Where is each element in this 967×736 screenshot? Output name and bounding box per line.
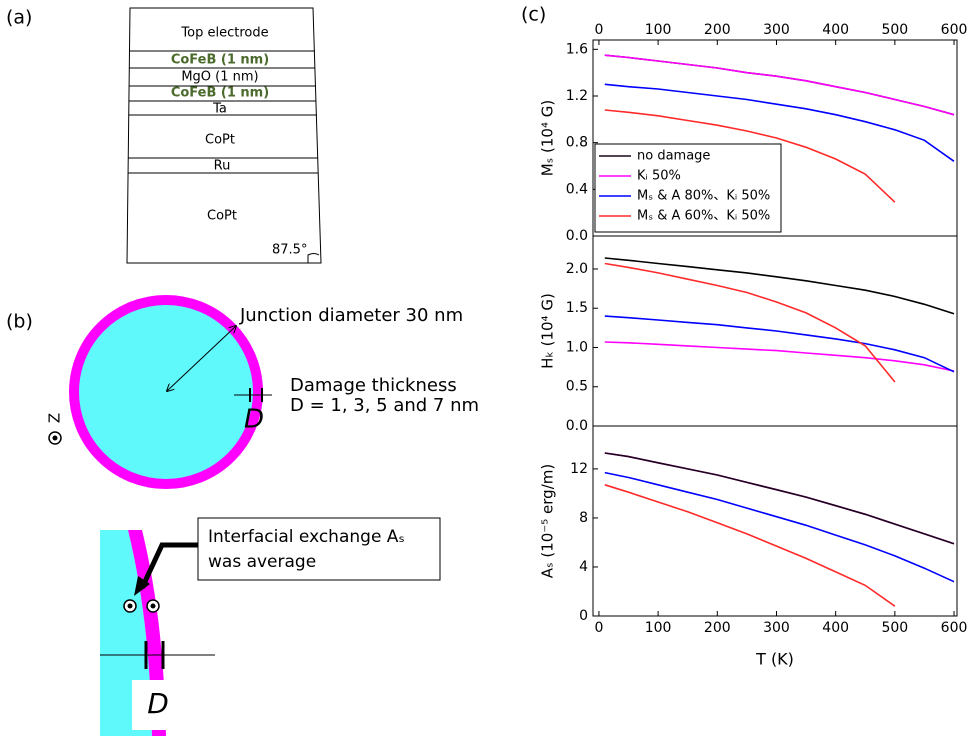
y-tick-label: 1.0 xyxy=(566,339,588,355)
legend-label: Mₛ & A 80%、Kᵢ 50% xyxy=(637,189,770,204)
data-line xyxy=(604,262,896,383)
z-label: Z xyxy=(46,413,64,423)
layer-label: CoPt xyxy=(205,133,235,148)
data-line xyxy=(604,83,955,162)
x-axis-label: T (K) xyxy=(755,650,794,669)
x-tick-label: 600 xyxy=(941,620,967,636)
x-tick-label: 100 xyxy=(645,22,672,38)
zoom-view: Interfacial exchange Aₛ was average D xyxy=(100,517,441,736)
x-tick-label: 200 xyxy=(704,22,731,38)
x-tick-label: 100 xyxy=(645,620,672,636)
x-tick-label: 600 xyxy=(941,22,967,38)
data-line xyxy=(604,54,955,116)
y-tick-label: 1.2 xyxy=(566,88,588,104)
layer-label: CoFeB (1 nm) xyxy=(171,53,269,68)
layer-stack: Top electrode CoFeB (1 nm) MgO (1 nm) Co… xyxy=(126,7,322,264)
x-tick-label: 300 xyxy=(763,620,790,636)
x-tick-label: 500 xyxy=(881,620,908,636)
damage-values: D = 1, 3, 5 and 7 nm xyxy=(290,395,479,416)
diameter-label: Junction diameter 30 nm xyxy=(239,305,463,326)
d-symbol: D xyxy=(147,687,169,720)
y-axis-label: Hₖ (10⁴ G) xyxy=(539,293,557,369)
data-line xyxy=(604,109,896,203)
y-tick-label: 0 xyxy=(579,608,588,624)
panel-label: (b) xyxy=(6,311,33,333)
data-line xyxy=(604,54,955,116)
x-tick-label: 200 xyxy=(704,620,731,636)
angle-label: 87.5° xyxy=(272,243,307,258)
data-line xyxy=(604,484,896,607)
layer-label: Top electrode xyxy=(180,26,268,41)
d-symbol: D xyxy=(244,405,264,435)
y-tick-label: 12 xyxy=(570,461,588,477)
legend-label: Mₛ & A 60%、Kᵢ 50% xyxy=(637,209,770,224)
y-tick-label: 4 xyxy=(579,559,588,575)
y-tick-label: 1.6 xyxy=(566,41,588,57)
x-tick-label: 0 xyxy=(594,620,603,636)
note-text: was average xyxy=(208,552,316,572)
layer-label: MgO (1 nm) xyxy=(181,70,258,85)
panel-label: (a) xyxy=(6,7,32,29)
legend-label: Kᵢ 50% xyxy=(637,169,681,184)
x-tick-label: 400 xyxy=(822,22,849,38)
x-tick-label: 300 xyxy=(763,22,790,38)
x-tick-label: 500 xyxy=(881,22,908,38)
y-tick-label: 0.0 xyxy=(566,418,588,434)
y-tick-label: 0.5 xyxy=(566,379,588,395)
layer-label: Ru xyxy=(214,159,231,174)
damage-label: Damage thickness xyxy=(290,375,457,396)
y-tick-label: 2.0 xyxy=(566,261,588,277)
y-tick-label: 1.5 xyxy=(566,300,588,316)
y-tick-label: 0.0 xyxy=(566,228,588,244)
y-tick-label: 0.4 xyxy=(566,181,588,197)
layer-label: Ta xyxy=(212,102,227,117)
panel-label: (c) xyxy=(521,4,546,26)
data-line xyxy=(604,452,955,545)
data-line xyxy=(604,471,955,583)
layer-label: CoPt xyxy=(207,209,237,224)
y-axis-label: Mₛ (10⁴ G) xyxy=(539,100,557,177)
plot-frame xyxy=(592,425,958,617)
x-tick-label: 400 xyxy=(822,620,849,636)
data-line xyxy=(604,257,955,315)
legend-label: no damage xyxy=(637,149,710,164)
y-axis-label: Aₛ (10⁻⁵ erg/m) xyxy=(539,464,557,578)
x-tick-label: 0 xyxy=(594,22,603,38)
data-line xyxy=(604,341,955,372)
y-tick-label: 0.8 xyxy=(566,135,588,151)
junction: Junction diameter 30 nm Damage thickness… xyxy=(46,295,479,489)
data-line xyxy=(604,315,955,373)
note-text: Interfacial exchange Aₛ xyxy=(208,527,405,547)
y-tick-label: 8 xyxy=(579,510,588,526)
data-line xyxy=(604,452,955,545)
layer-label: CoFeB (1 nm) xyxy=(171,86,269,101)
legend-frame xyxy=(594,143,782,233)
